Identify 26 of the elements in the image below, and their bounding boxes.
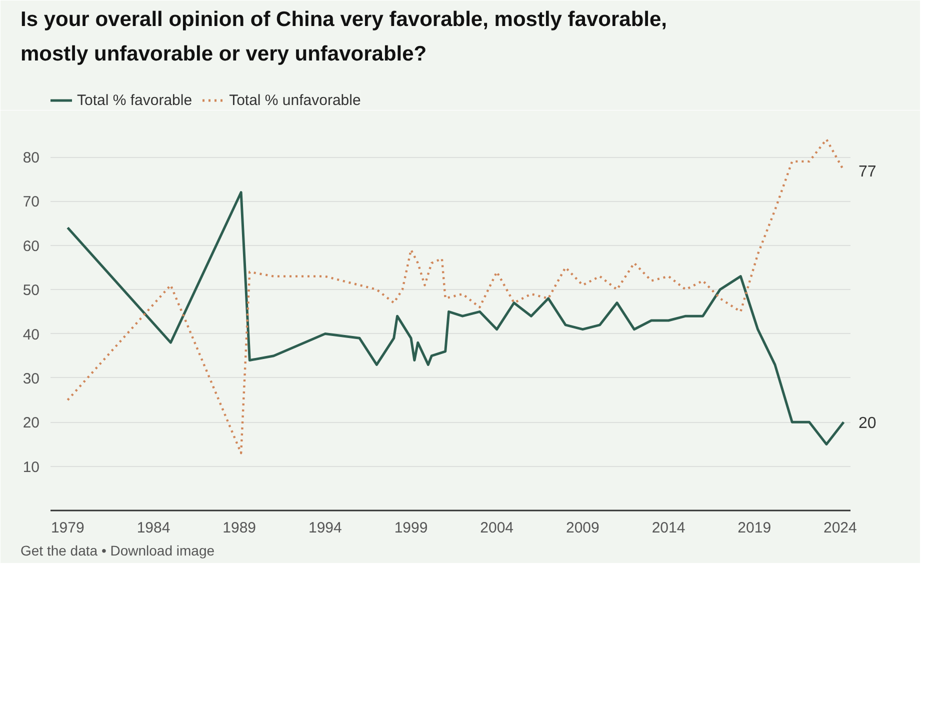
data-label: 20 xyxy=(858,415,876,432)
y-tick-label: 50 xyxy=(22,282,40,300)
text: Get the data • Download image xyxy=(20,542,215,558)
x-tick-label: 2004 xyxy=(480,520,514,536)
x-tick-label: 1979 xyxy=(50,520,84,536)
y-tick-label: 80 xyxy=(22,150,40,167)
chart-title: Is your overall opinion of China very favorable, mostly favorable, mostly unfavorable or very unfavorable? xyxy=(20,8,668,66)
y-tick-label: 20 xyxy=(22,414,40,432)
x-tick-label: 2019 xyxy=(738,520,772,536)
y-tick-label: 70 xyxy=(22,194,40,211)
y-tick-label: 40 xyxy=(22,326,40,344)
data-label: 77 xyxy=(858,163,876,180)
y-tick-label: 30 xyxy=(22,370,40,388)
x-tick-label: 1989 xyxy=(222,520,256,536)
x-tick-label: 1994 xyxy=(308,520,342,536)
legend-label: Total % unfavorable xyxy=(229,92,361,108)
x-tick-label: 2024 xyxy=(824,520,857,536)
x-tick-label: 1984 xyxy=(136,520,170,536)
x-tick-label: 1999 xyxy=(394,520,428,536)
legend-label: Total % favorable xyxy=(77,92,192,108)
x-tick-label: 2014 xyxy=(652,520,686,536)
y-tick-label: 60 xyxy=(22,238,40,255)
x-tick-label: 2009 xyxy=(566,520,600,536)
line-series xyxy=(66,138,845,454)
line-series xyxy=(66,191,845,446)
y-tick-label: 10 xyxy=(22,458,40,476)
